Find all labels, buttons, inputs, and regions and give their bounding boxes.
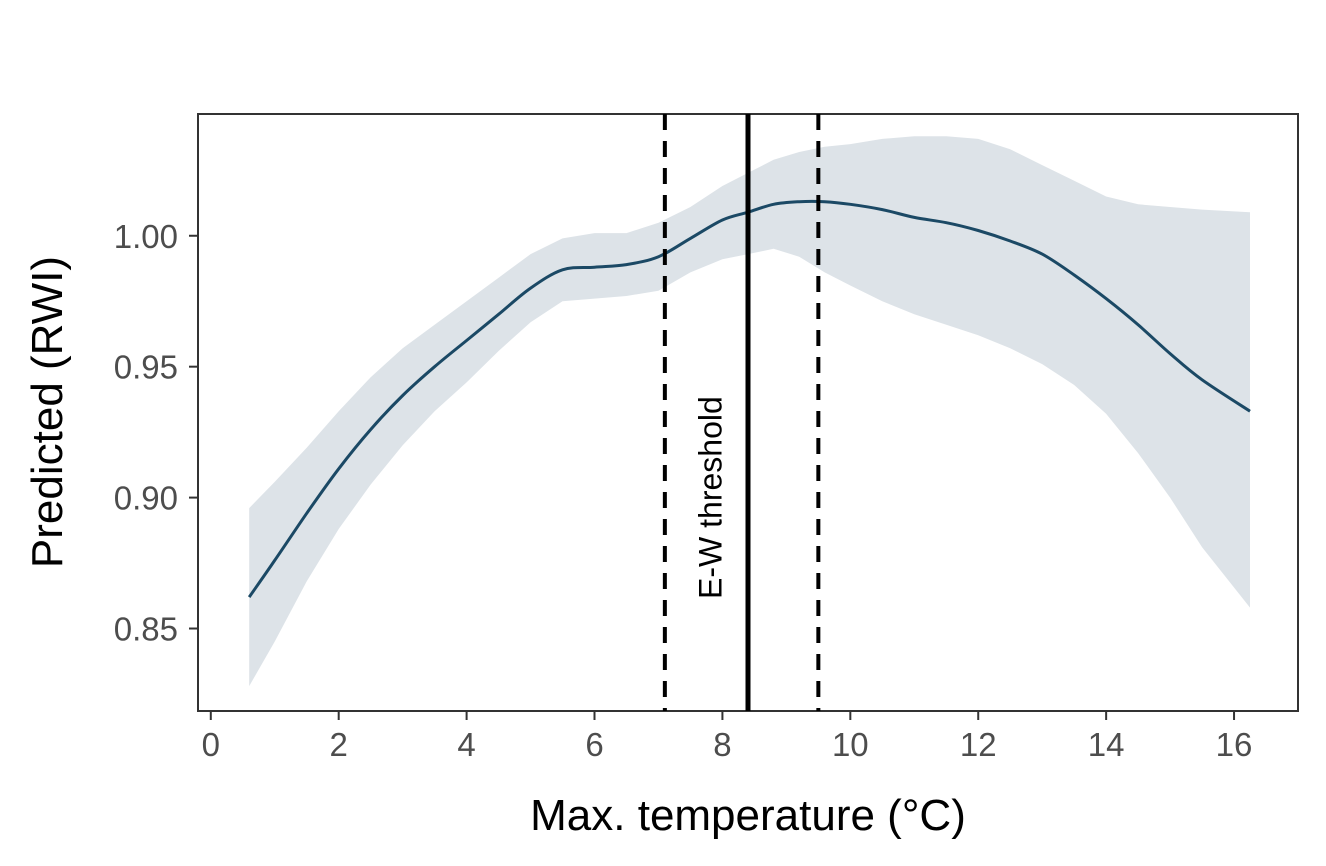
x-tick-label: 2 [330, 726, 348, 763]
y-tick-label: 0.85 [114, 611, 178, 648]
x-tick-label: 8 [713, 726, 731, 763]
y-tick-label: 0.90 [114, 480, 178, 517]
x-tick-label: 12 [960, 726, 997, 763]
x-tick-label: 10 [832, 726, 869, 763]
x-axis: 0 2 4 6 8 10 12 14 16 [202, 711, 1253, 763]
x-tick-label: 0 [202, 726, 220, 763]
threshold-annotation: E-W threshold [693, 396, 729, 599]
y-tick-label: 1.00 [114, 218, 178, 255]
y-tick-label: 0.95 [114, 349, 178, 386]
y-axis: 0.85 0.90 0.95 1.00 [114, 218, 198, 648]
x-tick-label: 6 [585, 726, 603, 763]
x-tick-label: 16 [1216, 726, 1253, 763]
y-axis-title: Predicted (RWI) [23, 256, 72, 568]
threshold-lines [662, 114, 821, 711]
x-tick-label: 14 [1088, 726, 1125, 763]
confidence-ribbon [249, 136, 1250, 687]
x-axis-title: Max. temperature (°C) [530, 791, 966, 840]
x-tick-label: 4 [457, 726, 475, 763]
